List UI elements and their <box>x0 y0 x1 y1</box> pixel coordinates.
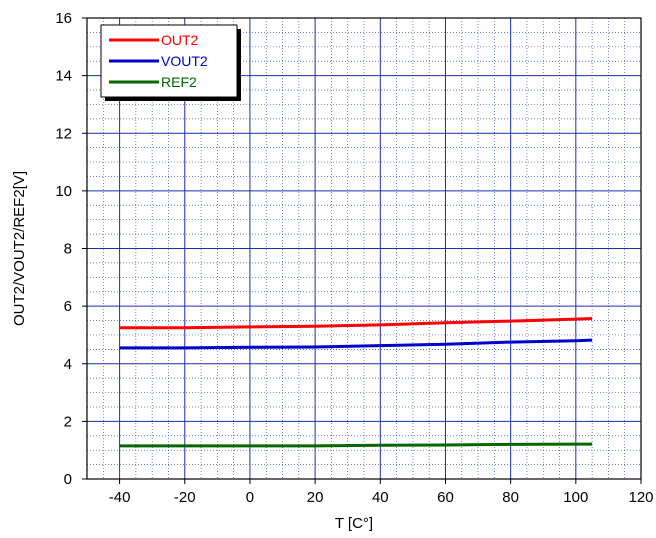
y-tick-label: 2 <box>64 413 72 430</box>
y-tick-label: 12 <box>55 125 72 142</box>
series-line-out2 <box>119 317 593 330</box>
x-tick-label: -40 <box>109 489 131 506</box>
legend-label: REF2 <box>161 74 197 90</box>
series-line-ref2 <box>119 442 593 448</box>
minor-grid <box>86 18 641 479</box>
x-axis: -40 -20 0 20 40 60 80 100 120 <box>109 479 654 506</box>
x-tick-label: 0 <box>246 489 254 506</box>
legend-label: VOUT2 <box>161 53 208 69</box>
y-tick-label: 6 <box>64 298 72 315</box>
y-tick-label: 16 <box>55 10 72 27</box>
x-tick-label: 100 <box>563 489 588 506</box>
y-axis-title: OUT2/VOUT2/REF2[V] <box>11 171 28 326</box>
x-tick-label: 120 <box>628 489 653 506</box>
x-tick-label: 40 <box>372 489 389 506</box>
y-tick-label: 14 <box>55 68 72 85</box>
series-layer <box>119 317 593 448</box>
y-tick-label: 10 <box>55 183 72 200</box>
y-tick-label: 0 <box>64 471 72 488</box>
y-tick-label: 8 <box>64 241 72 258</box>
y-axis: 0 2 4 6 8 10 12 14 16 <box>55 10 87 488</box>
x-tick-label: -20 <box>174 489 196 506</box>
y-tick-label: 4 <box>64 356 72 373</box>
legend-label: OUT2 <box>161 32 199 48</box>
series-line-vout2 <box>119 338 593 350</box>
x-axis-title: T [C°] <box>335 515 373 532</box>
legend: OUT2 VOUT2 REF2 <box>100 24 241 101</box>
x-tick-label: 60 <box>437 489 454 506</box>
x-tick-label: 80 <box>502 489 519 506</box>
x-tick-label: 20 <box>307 489 324 506</box>
